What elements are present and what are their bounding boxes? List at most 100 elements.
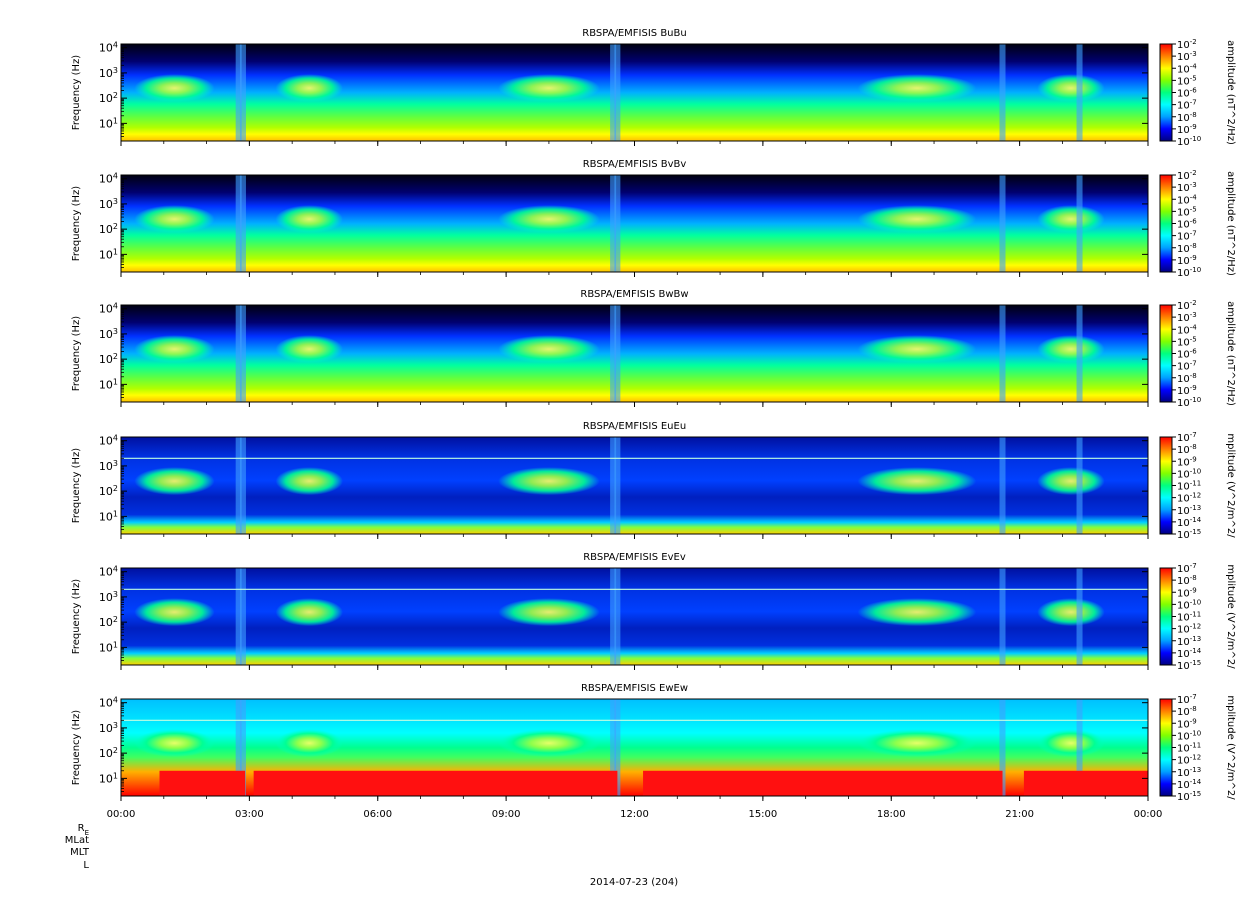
panel-title: RBSPA/EMFISIS BvBv: [583, 159, 687, 170]
colorbar-tick-label: 10-9: [1177, 586, 1197, 599]
colorbar-tick-label: 10-7: [1177, 562, 1197, 575]
y-tick-label: 102: [99, 746, 118, 761]
colorbar-gradient: [1159, 304, 1173, 403]
y-tick-label: 104: [99, 564, 118, 579]
y-tick-label: 104: [99, 301, 118, 316]
y-tick-label: 101: [99, 377, 118, 392]
y-tick-label: 103: [99, 326, 118, 341]
y-tick-label: 102: [99, 91, 118, 106]
colorbar-label: mplitude (V^2/m^2/: [1225, 695, 1236, 800]
colorbar-tick-label: 10-2: [1177, 38, 1197, 51]
colorbar-tick-label: 10-2: [1177, 169, 1197, 182]
colorbar-tick-label: 10-7: [1177, 693, 1197, 706]
colorbar-tick-label: 10-8: [1177, 443, 1197, 456]
panel-3: RBSPA/EMFISIS EuEu Frequency (Hz) 104 103 10…: [71, 421, 1236, 541]
y-axis-label: Frequency (Hz): [71, 55, 82, 131]
colorbar-tick-label: 10-4: [1177, 193, 1197, 206]
colorbar-label: amplitude (nT^2/Hz): [1225, 301, 1236, 406]
colorbar-tick-label: 10-10: [1177, 135, 1201, 148]
panel-title: RBSPA/EMFISIS EvEv: [583, 552, 686, 563]
colorbar-tick-label: 10-10: [1177, 467, 1201, 480]
colorbar-tick-label: 10-6: [1177, 218, 1197, 231]
y-axis-label: Frequency (Hz): [71, 710, 82, 786]
colorbar: 10-210-310-410-510-610-710-810-910-10 amp…: [1159, 169, 1236, 279]
colorbar-tick-label: 10-12: [1177, 623, 1201, 636]
colorbar-gradient: [1159, 43, 1173, 142]
colorbar-tick-label: 10-11: [1177, 611, 1201, 624]
x-tick-label: 00:00: [1134, 809, 1163, 820]
y-tick-label: 102: [99, 352, 118, 367]
colorbar-label: mplitude (V^2/m^2/: [1225, 564, 1236, 669]
panel-title: RBSPA/EMFISIS EwEw: [581, 683, 688, 694]
colorbar-tick-label: 10-9: [1177, 123, 1197, 136]
colorbar-tick-label: 10-11: [1177, 480, 1201, 493]
spectrogram-image: [121, 568, 1148, 665]
colorbar-tick-label: 10-13: [1177, 504, 1201, 517]
panel-1: RBSPA/EMFISIS BvBv Frequency (Hz) 104 103 10…: [71, 159, 1236, 279]
colorbar-tick-label: 10-15: [1177, 659, 1201, 672]
y-tick-label: 101: [99, 509, 118, 524]
x-tick-label: 12:00: [620, 809, 649, 820]
colorbar-tick-label: 10-8: [1177, 574, 1197, 587]
colorbar: 10-710-810-910-1010-1110-1210-1310-1410-…: [1159, 562, 1236, 672]
y-tick-label: 103: [99, 65, 118, 80]
y-tick-label: 103: [99, 458, 118, 473]
x-tick-label: 09:00: [492, 809, 521, 820]
colorbar-gradient: [1159, 698, 1173, 797]
colorbar-tick-label: 10-13: [1177, 766, 1201, 779]
colorbar-tick-label: 10-14: [1177, 516, 1202, 529]
panel-5: RBSPA/EMFISIS EwEw Frequency (Hz) 104 103 10…: [71, 683, 1236, 803]
colorbar-tick-label: 10-6: [1177, 348, 1197, 361]
colorbar-tick-label: 10-10: [1177, 598, 1201, 611]
spectrogram-image: [121, 175, 1148, 272]
colorbar-tick-label: 10-4: [1177, 323, 1197, 336]
colorbar-tick-label: 10-4: [1177, 62, 1197, 75]
colorbar-tick-label: 10-9: [1177, 455, 1197, 468]
spectrogram-image: [121, 305, 1148, 402]
y-tick-label: 101: [99, 640, 118, 655]
colorbar-tick-label: 10-8: [1177, 705, 1197, 718]
colorbar-tick-label: 10-9: [1177, 717, 1197, 730]
colorbar-gradient: [1159, 174, 1173, 273]
colorbar-label: amplitude (nT^2/Hz): [1225, 40, 1236, 145]
colorbar-tick-label: 10-6: [1177, 87, 1197, 100]
colorbar-tick-label: 10-8: [1177, 242, 1197, 255]
colorbar-gradient: [1159, 567, 1173, 666]
y-tick-label: 101: [99, 247, 118, 262]
panel-4: RBSPA/EMFISIS EvEv Frequency (Hz) 104 103 10…: [71, 552, 1236, 672]
colorbar-tick-label: 10-3: [1177, 50, 1197, 63]
spectrogram-image: [121, 699, 1148, 796]
x-tick-label: 03:00: [235, 809, 264, 820]
panel-0: RBSPA/EMFISIS BuBu Frequency (Hz) 104 103 10…: [71, 28, 1236, 148]
panel-title: RBSPA/EMFISIS BuBu: [582, 28, 686, 39]
y-axis-label: Frequency (Hz): [71, 448, 82, 524]
colorbar-gradient: [1159, 436, 1173, 535]
colorbar-tick-label: 10-5: [1177, 74, 1197, 87]
date-label: 2014-07-23 (204): [590, 877, 678, 888]
y-tick-label: 102: [99, 615, 118, 630]
y-tick-label: 102: [99, 222, 118, 237]
panel-title: RBSPA/EMFISIS EuEu: [583, 421, 686, 432]
colorbar-tick-label: 10-9: [1177, 384, 1197, 397]
y-tick-label: 102: [99, 484, 118, 499]
colorbar-label: amplitude (nT^2/Hz): [1225, 171, 1236, 276]
colorbar-tick-label: 10-14: [1177, 778, 1202, 791]
colorbar-tick-label: 10-15: [1177, 528, 1201, 541]
y-axis-label: Frequency (Hz): [71, 316, 82, 392]
y-tick-label: 104: [99, 433, 118, 448]
colorbar-tick-label: 10-8: [1177, 111, 1197, 124]
colorbar-tick-label: 10-5: [1177, 335, 1197, 348]
colorbar: 10-710-810-910-1010-1110-1210-1310-1410-…: [1159, 693, 1236, 803]
colorbar: 10-210-310-410-510-610-710-810-910-10 amp…: [1159, 299, 1236, 409]
colorbar-tick-label: 10-7: [1177, 99, 1197, 112]
colorbar-tick-label: 10-13: [1177, 635, 1201, 648]
ephemeris-label: MLat: [65, 835, 89, 846]
colorbar-tick-label: 10-8: [1177, 372, 1197, 385]
colorbar-tick-label: 10-2: [1177, 299, 1197, 312]
colorbar-tick-label: 10-7: [1177, 431, 1197, 444]
colorbar-tick-label: 10-10: [1177, 729, 1201, 742]
y-axis-label: Frequency (Hz): [71, 579, 82, 655]
panel-title: RBSPA/EMFISIS BwBw: [580, 289, 688, 300]
panel-2: RBSPA/EMFISIS BwBw Frequency (Hz) 104 103 10…: [71, 289, 1236, 409]
